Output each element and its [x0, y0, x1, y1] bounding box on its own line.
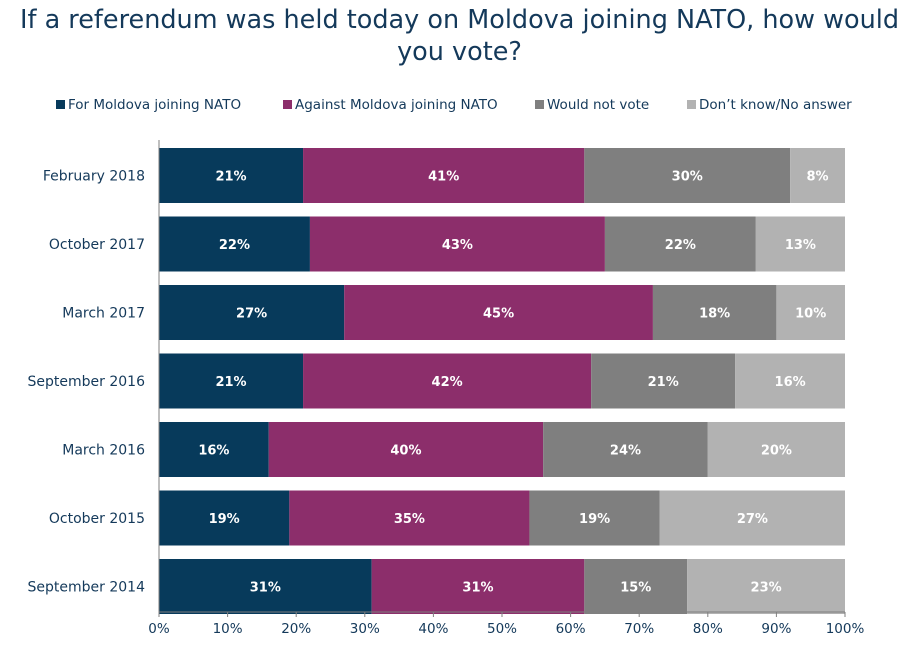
bar-segment — [159, 353, 304, 409]
data-label: 23% — [751, 581, 782, 596]
data-label: 20% — [761, 444, 792, 459]
data-label: 27% — [737, 512, 768, 527]
x-tick-label: 60% — [556, 621, 586, 637]
bar-segment — [776, 285, 845, 340]
bar-segment — [303, 148, 585, 203]
x-tick-label: 40% — [418, 621, 448, 637]
bar-segment — [159, 490, 290, 546]
legend-item: For Moldova joining NATO — [56, 97, 241, 113]
category-label: September 2014 — [28, 580, 146, 596]
x-tick-label: 20% — [281, 621, 311, 637]
x-tick-label: 100% — [826, 621, 865, 637]
category-label: October 2017 — [49, 237, 145, 253]
legend-swatch — [56, 100, 65, 109]
data-label: 27% — [236, 307, 267, 322]
category-label: March 2016 — [62, 443, 145, 459]
bar-segment — [159, 148, 304, 203]
data-label: 16% — [198, 444, 229, 459]
bar-segment — [652, 285, 777, 340]
category-label: September 2016 — [28, 374, 146, 390]
x-tick-label: 50% — [487, 621, 517, 637]
data-label: 19% — [579, 512, 610, 527]
data-label: 21% — [215, 170, 246, 185]
x-tick-label: 30% — [350, 621, 380, 637]
data-label: 41% — [428, 170, 459, 185]
bar-segment — [604, 216, 756, 272]
category-label: March 2017 — [62, 306, 145, 322]
data-label: 45% — [483, 307, 514, 322]
bar-segment — [707, 422, 845, 477]
bar-segment — [159, 422, 269, 477]
bar-segment — [543, 422, 708, 477]
data-label: 22% — [219, 238, 250, 253]
data-label: 13% — [785, 238, 816, 253]
x-tick-label: 90% — [761, 621, 791, 637]
bar-segment — [309, 216, 605, 272]
data-label: 35% — [394, 512, 425, 527]
bar-segment — [735, 353, 845, 409]
bar-segment — [659, 490, 845, 546]
legend-label: For Moldova joining NATO — [68, 97, 242, 113]
category-label: October 2015 — [49, 511, 145, 527]
bar-segment — [755, 216, 845, 272]
data-label: 43% — [442, 238, 473, 253]
data-label: 30% — [672, 170, 703, 185]
bar-segment — [687, 559, 845, 614]
chart-legend: For Moldova joining NATO Against Moldova … — [0, 97, 919, 115]
legend-label: Against Moldova joining NATO — [295, 97, 498, 113]
data-label: 24% — [610, 444, 641, 459]
data-label: 16% — [775, 375, 806, 390]
data-label: 10% — [795, 307, 826, 322]
legend-swatch — [283, 100, 292, 109]
bar-segment — [159, 285, 345, 340]
data-label: 42% — [432, 375, 463, 390]
bar-segment — [790, 148, 845, 203]
bar-segment — [303, 353, 592, 409]
legend-label: Would not vote — [547, 97, 650, 113]
bar-segment — [584, 559, 688, 614]
data-label: 21% — [648, 375, 679, 390]
data-label: 8% — [807, 170, 829, 185]
bar-segment — [289, 490, 530, 546]
bar-segment — [344, 285, 653, 340]
data-label: 18% — [699, 307, 730, 322]
category-label: February 2018 — [43, 169, 145, 185]
x-tick-label: 80% — [693, 621, 723, 637]
data-label: 19% — [209, 512, 240, 527]
legend-swatch — [535, 100, 544, 109]
bar-segment — [371, 559, 585, 614]
data-label: 31% — [462, 581, 493, 596]
x-tick-label: 70% — [624, 621, 654, 637]
legend-swatch — [687, 100, 696, 109]
bar-segment — [268, 422, 544, 477]
data-label: 40% — [390, 444, 421, 459]
bar-segment — [584, 148, 791, 203]
bar-segment — [591, 353, 736, 409]
legend-item: Don’t know/No answer — [687, 97, 852, 113]
bar-segment — [529, 490, 660, 546]
x-tick-label: 10% — [213, 621, 243, 637]
legend-item: Against Moldova joining NATO — [283, 97, 498, 113]
legend-label: Don’t know/No answer — [699, 97, 852, 113]
bar-segment — [159, 216, 310, 272]
x-tick-label: 0% — [148, 621, 170, 637]
data-label: 22% — [665, 238, 696, 253]
bar-segment — [159, 559, 372, 614]
legend-item: Would not vote — [535, 97, 649, 113]
data-label: 21% — [215, 375, 246, 390]
data-label: 31% — [250, 581, 281, 596]
data-label: 15% — [620, 581, 651, 596]
chart-title: If a referendum was held today on Moldov… — [19, 5, 900, 67]
